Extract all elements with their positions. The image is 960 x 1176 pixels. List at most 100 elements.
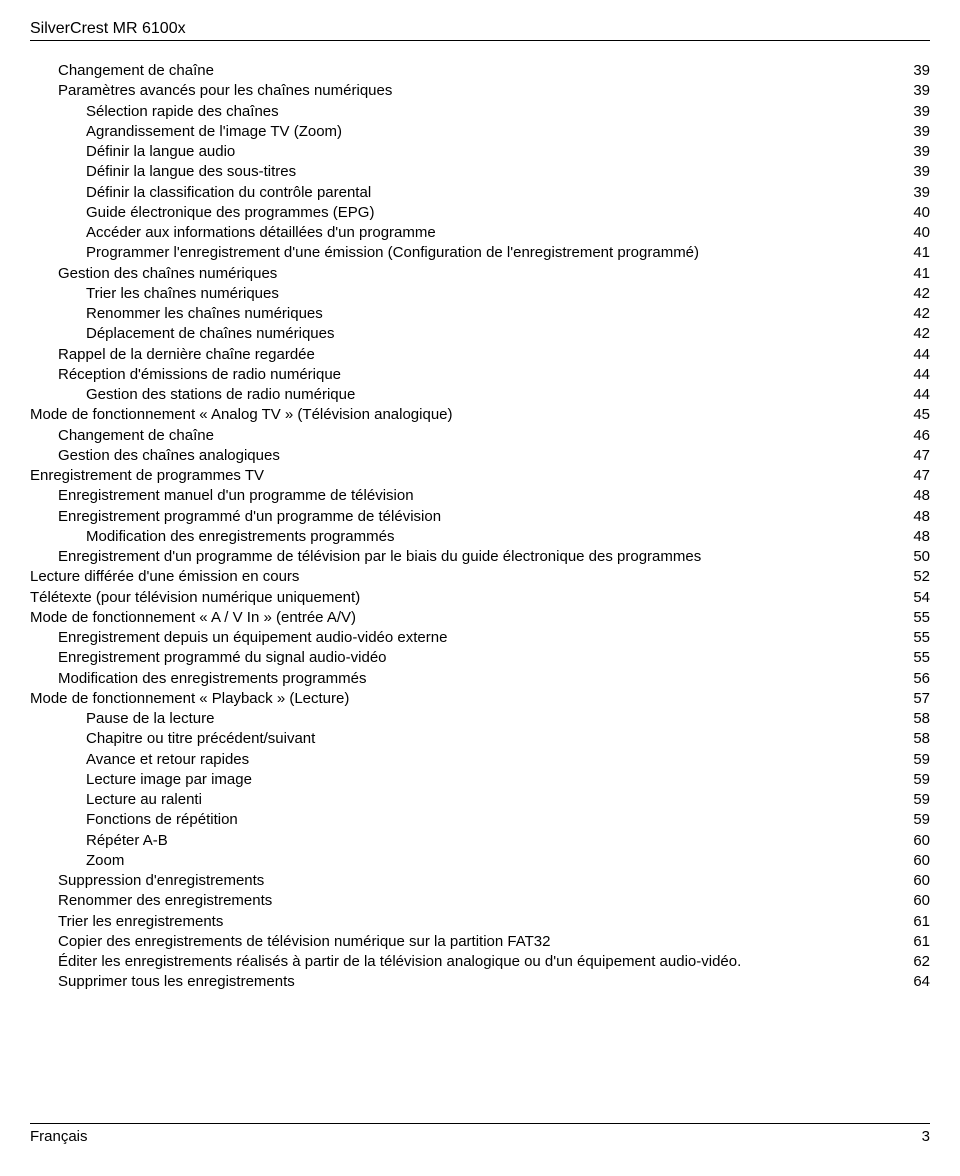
- toc-entry-page: 47: [906, 446, 930, 466]
- toc-entry-page: 39: [906, 81, 930, 101]
- toc-entry-label: Changement de chaîne: [58, 426, 214, 446]
- toc-entry-page: 58: [906, 729, 930, 749]
- toc-entry-page: 41: [906, 243, 930, 263]
- toc-entry-page: 39: [906, 102, 930, 122]
- toc-entry-page: 46: [906, 426, 930, 446]
- toc-entry: Enregistrement de programmes TV 47: [30, 466, 930, 486]
- toc-entry: Télétexte (pour télévision numérique uni…: [30, 588, 930, 608]
- toc-entry: Renommer les chaînes numériques42: [30, 304, 930, 324]
- toc-entry-page: 60: [906, 871, 930, 891]
- toc-entry-page: 39: [906, 142, 930, 162]
- toc-entry: Fonctions de répétition59: [30, 810, 930, 830]
- toc-entry-page: 55: [906, 608, 930, 628]
- toc-entry: Lecture image par image 59: [30, 770, 930, 790]
- toc-entry-page: 39: [906, 122, 930, 142]
- toc-entry-page: 44: [906, 365, 930, 385]
- toc-entry-label: Enregistrement programmé d'un programme …: [58, 507, 441, 527]
- toc-entry-label: Modification des enregistrements program…: [86, 527, 394, 547]
- toc-entry-label: Définir la classification du contrôle pa…: [86, 183, 371, 203]
- toc-entry-label: Zoom: [86, 851, 124, 871]
- toc-entry: Sélection rapide des chaînes39: [30, 102, 930, 122]
- toc-entry: Enregistrement depuis un équipement audi…: [30, 628, 930, 648]
- toc-entry: Gestion des chaînes analogiques 47: [30, 446, 930, 466]
- toc-entry: Agrandissement de l'image TV (Zoom) 39: [30, 122, 930, 142]
- toc-entry: Suppression d'enregistrements 60: [30, 871, 930, 891]
- toc-entry-page: 60: [906, 851, 930, 871]
- document-page: SilverCrest MR 6100x Changement de chaîn…: [0, 0, 960, 1145]
- toc-entry-label: Chapitre ou titre précédent/suivant: [86, 729, 315, 749]
- toc-entry: Réception d'émissions de radio numérique…: [30, 365, 930, 385]
- toc-entry: Mode de fonctionnement « A / V In » (ent…: [30, 608, 930, 628]
- toc-entry-label: Mode de fonctionnement « Playback » (Lec…: [30, 689, 349, 709]
- toc-entry: Avance et retour rapides59: [30, 750, 930, 770]
- toc-entry: Programmer l'enregistrement d'une émissi…: [30, 243, 930, 263]
- toc-entry-page: 54: [906, 588, 930, 608]
- toc-entry-label: Enregistrement depuis un équipement audi…: [58, 628, 447, 648]
- toc-entry: Trier les chaînes numériques42: [30, 284, 930, 304]
- toc-entry-label: Définir la langue audio: [86, 142, 235, 162]
- toc-entry: Éditer les enregistrements réalisés à pa…: [30, 952, 930, 972]
- footer-left: Français: [30, 1128, 88, 1145]
- toc-entry-page: 45: [906, 405, 930, 425]
- toc-entry-label: Enregistrement de programmes TV: [30, 466, 264, 486]
- toc-entry-page: 56: [906, 669, 930, 689]
- toc-entry-page: 47: [906, 466, 930, 486]
- toc-entry-page: 48: [906, 527, 930, 547]
- toc-entry-page: 42: [906, 304, 930, 324]
- toc-entry-label: Supprimer tous les enregistrements: [58, 972, 295, 992]
- toc-entry-label: Programmer l'enregistrement d'une émissi…: [86, 243, 699, 263]
- toc-entry: Gestion des chaînes numériques41: [30, 264, 930, 284]
- toc-entry-page: 59: [906, 770, 930, 790]
- toc-entry-label: Copier des enregistrements de télévision…: [58, 932, 550, 952]
- toc-entry-page: 64: [906, 972, 930, 992]
- toc-entry-label: Réception d'émissions de radio numérique: [58, 365, 341, 385]
- toc-entry-page: 57: [906, 689, 930, 709]
- toc-entry: Mode de fonctionnement « Playback » (Lec…: [30, 689, 930, 709]
- toc-entry-label: Enregistrement d'un programme de télévis…: [58, 547, 701, 567]
- toc-entry: Mode de fonctionnement « Analog TV » (Té…: [30, 405, 930, 425]
- toc-entry-label: Lecture au ralenti: [86, 790, 202, 810]
- toc-entry: Enregistrement programmé du signal audio…: [30, 648, 930, 668]
- toc-entry: Définir la langue des sous-titres 39: [30, 162, 930, 182]
- toc-entry-label: Suppression d'enregistrements: [58, 871, 264, 891]
- toc-entry-page: 39: [906, 162, 930, 182]
- toc-entry-label: Guide électronique des programmes (EPG): [86, 203, 374, 223]
- toc-entry-page: 39: [906, 61, 930, 81]
- toc-entry-page: 42: [906, 284, 930, 304]
- toc-entry: Enregistrement d'un programme de télévis…: [30, 547, 930, 567]
- toc-entry-label: Gestion des chaînes analogiques: [58, 446, 280, 466]
- toc-entry: Répéter A-B60: [30, 831, 930, 851]
- header-rule: [30, 40, 930, 41]
- toc-entry-page: 61: [906, 912, 930, 932]
- toc-entry-label: Agrandissement de l'image TV (Zoom): [86, 122, 342, 142]
- toc-entry: Changement de chaîne 46: [30, 426, 930, 446]
- toc-entry-page: 61: [906, 932, 930, 952]
- toc-entry-label: Modification des enregistrements program…: [58, 669, 366, 689]
- toc-entry-page: 39: [906, 183, 930, 203]
- toc-entry-page: 60: [906, 891, 930, 911]
- toc-entry-page: 50: [906, 547, 930, 567]
- footer-page-number: 3: [922, 1128, 930, 1145]
- toc-entry: Gestion des stations de radio numérique 4…: [30, 385, 930, 405]
- toc-entry-label: Gestion des stations de radio numérique: [86, 385, 355, 405]
- toc-entry: Guide électronique des programmes (EPG)4…: [30, 203, 930, 223]
- toc-entry-page: 62: [906, 952, 930, 972]
- toc-entry: Lecture au ralenti 59: [30, 790, 930, 810]
- table-of-contents: Changement de chaîne 39 Paramètres avancés…: [30, 61, 930, 993]
- toc-entry-page: 55: [906, 648, 930, 668]
- toc-entry-label: Lecture image par image: [86, 770, 252, 790]
- toc-entry-page: 60: [906, 831, 930, 851]
- toc-entry-page: 42: [906, 324, 930, 344]
- toc-entry-label: Enregistrement programmé du signal audio…: [58, 648, 387, 668]
- toc-entry-label: Paramètres avancés pour les chaînes numé…: [58, 81, 392, 101]
- toc-entry-page: 59: [906, 790, 930, 810]
- toc-entry-label: Définir la langue des sous-titres: [86, 162, 296, 182]
- toc-entry-label: Pause de la lecture: [86, 709, 214, 729]
- toc-entry-label: Accéder aux informations détaillées d'un…: [86, 223, 436, 243]
- toc-entry-label: Télétexte (pour télévision numérique uni…: [30, 588, 360, 608]
- toc-entry-label: Éditer les enregistrements réalisés à pa…: [58, 952, 737, 972]
- toc-entry-page: 40: [906, 223, 930, 243]
- toc-entry: Définir la classification du contrôle pa…: [30, 183, 930, 203]
- toc-entry: Trier les enregistrements61: [30, 912, 930, 932]
- toc-entry-page: 44: [906, 385, 930, 405]
